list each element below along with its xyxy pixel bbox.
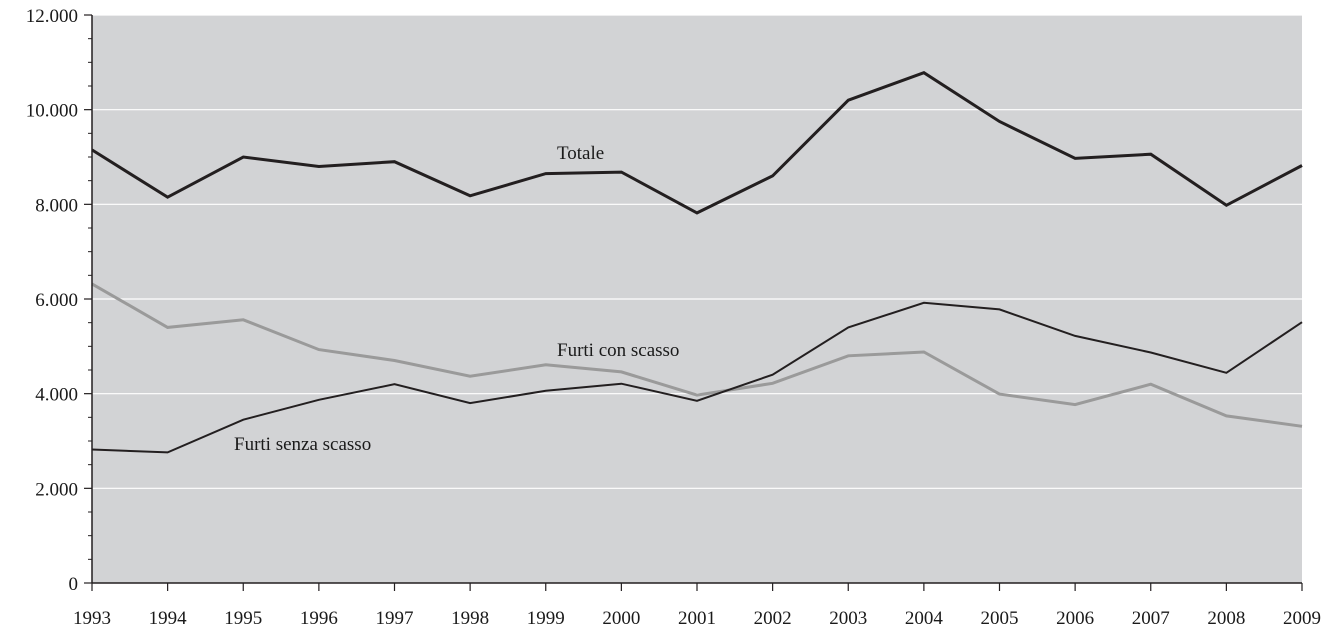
series-line-furti-senza-scasso (91, 301, 1303, 454)
x-axis-ticks: 1993 1994 1995 1996 1997 1998 1999 2000 2001 2002… (73, 583, 1321, 628)
x-tick-label: 1995 (224, 608, 262, 628)
x-tick-label: 2009 (1283, 608, 1321, 628)
y-axis-ticks: 0 2.000 4.000 6.000 8.000 10.000 12.000 (26, 6, 92, 595)
y-tick-label: 8.000 (35, 195, 78, 216)
series-lines (91, 71, 1303, 454)
x-tick-label: 1993 (73, 608, 111, 628)
x-tick-label: 2008 (1207, 608, 1245, 628)
x-tick-label: 2007 (1132, 608, 1170, 628)
x-tick-label: 2001 (678, 608, 716, 628)
series-label-totale: Totale (557, 143, 604, 164)
series-line-furti-con-scasso (91, 282, 1303, 428)
series-label-furti-senza-scasso: Furti senza scasso (234, 434, 371, 455)
y-tick-label: 10.000 (26, 101, 78, 122)
y-tick-label: 6.000 (35, 290, 78, 311)
x-tick-label: 2000 (602, 608, 640, 628)
x-tick-label: 2002 (754, 608, 792, 628)
x-tick-label: 2003 (829, 608, 867, 628)
x-tick-label: 2004 (905, 608, 944, 628)
y-tick-label: 4.000 (35, 385, 78, 406)
y-tick-label: 0 (69, 574, 79, 595)
y-tick-label: 12.000 (26, 6, 78, 27)
x-tick-label: 2005 (981, 608, 1019, 628)
x-tick-label: 1999 (527, 608, 565, 628)
series-line-totale (91, 71, 1303, 215)
y-tick-label: 2.000 (35, 479, 78, 500)
x-tick-label: 1994 (149, 608, 188, 628)
x-tick-label: 1997 (376, 608, 414, 628)
x-tick-label: 1996 (300, 608, 338, 628)
x-tick-label: 2006 (1056, 608, 1094, 628)
x-tick-label: 1998 (451, 608, 489, 628)
series-label-furti-con-scasso: Furti con scasso (557, 340, 679, 361)
